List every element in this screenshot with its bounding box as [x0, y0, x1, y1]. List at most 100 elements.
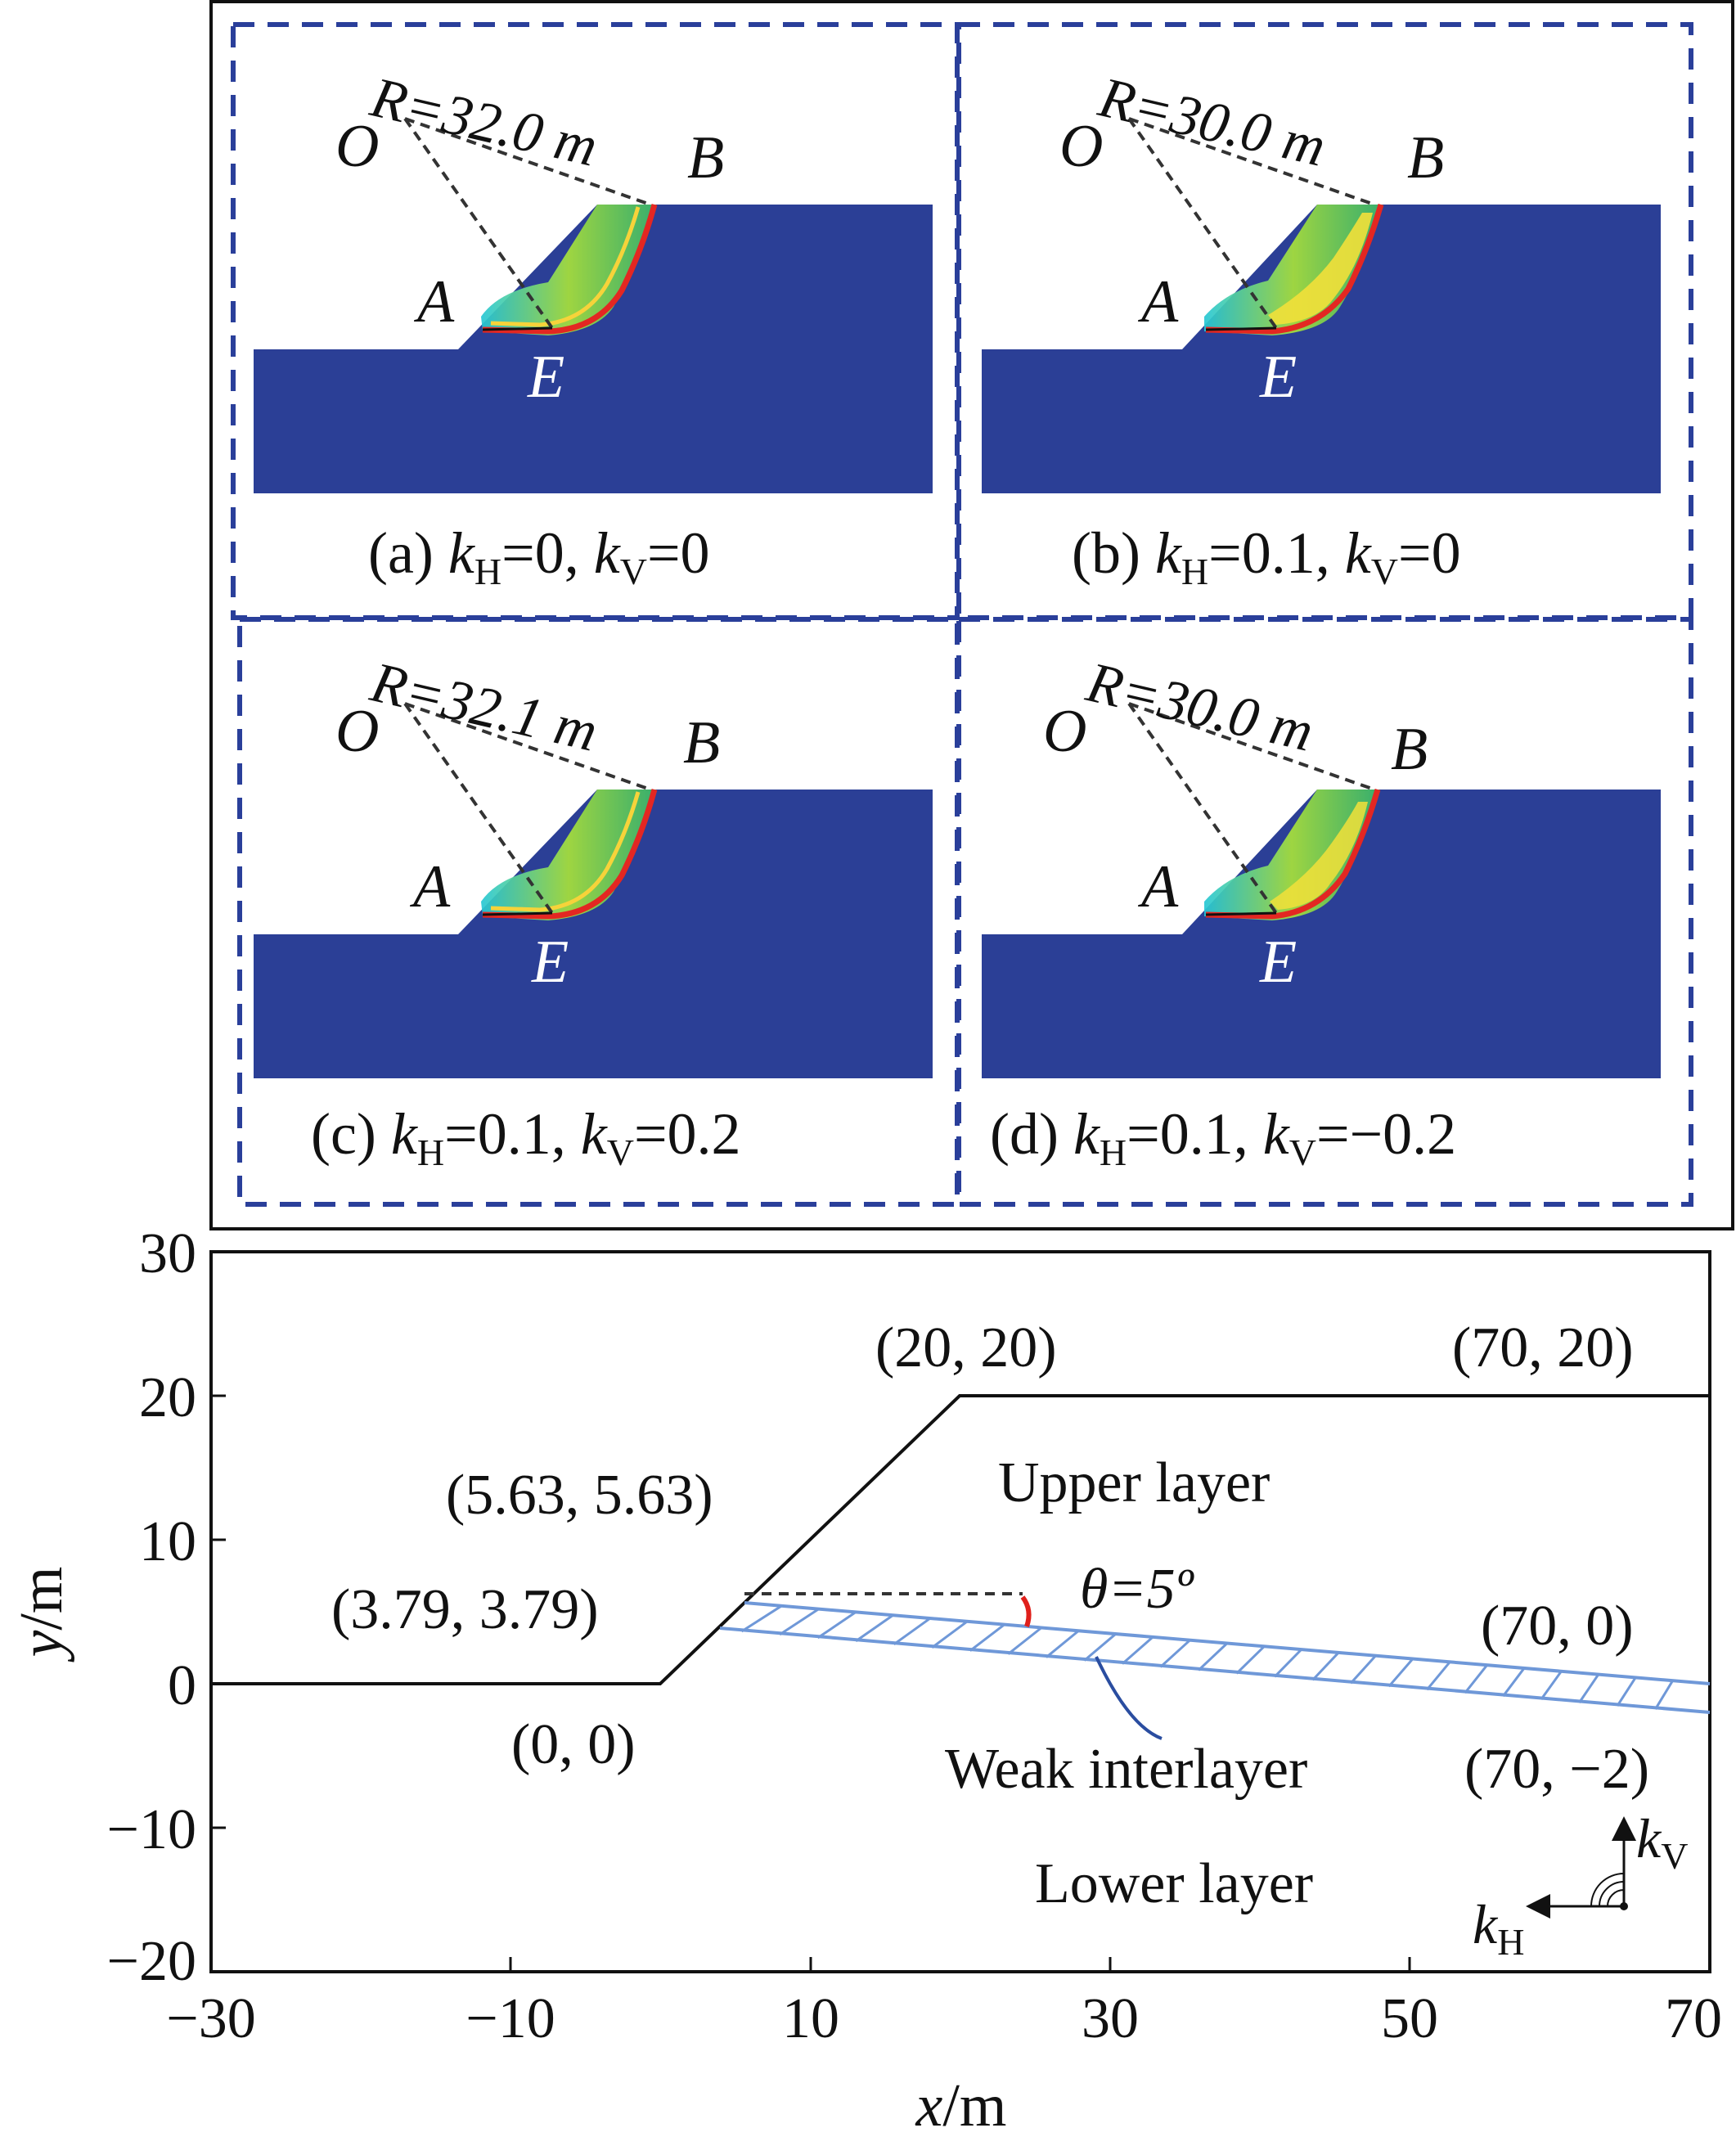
panel-a-border [231, 22, 960, 620]
weak-layer-bottom [719, 1626, 1711, 1714]
hatch-line [1235, 1645, 1266, 1675]
panel-b: R=30.0 m O B A E [982, 65, 1661, 493]
point-e-label: E [1259, 929, 1297, 996]
point-e-label: E [1259, 344, 1297, 411]
slip-surface [482, 789, 658, 920]
x-tick-label: 70 [1665, 1987, 1722, 2050]
x-tick-label: 50 [1381, 1987, 1438, 2050]
y-axis: 30 20 10 0 −10 −20 y/m [8, 1222, 226, 1993]
x-tick-label: −30 [166, 1987, 255, 2050]
hatch-line [1197, 1642, 1229, 1671]
panel-b-border [956, 22, 1693, 620]
hatch-line [779, 1608, 820, 1636]
y-tick-label: 0 [168, 1654, 196, 1717]
theta-label: θ=5º [1080, 1558, 1194, 1621]
point-b-label: B [1407, 124, 1444, 191]
slip-surface-inner [490, 206, 641, 327]
point-o-label: O [335, 113, 379, 180]
slip-surface [1205, 204, 1384, 335]
slope-profile [211, 1394, 1710, 1685]
point-b-label: B [1391, 716, 1428, 783]
y-tick-label: −10 [107, 1798, 196, 1861]
x-axis: −30 −10 10 30 50 70 x/m [166, 1957, 1722, 2137]
slope-model [254, 790, 933, 1078]
hatch-line [1502, 1667, 1526, 1698]
x-tick-label: 30 [1082, 1987, 1139, 2050]
point-b-label: B [683, 709, 720, 776]
slip-surface [482, 204, 658, 335]
hatch-line [893, 1617, 931, 1646]
hatch-line [1159, 1639, 1191, 1668]
radius-label: R=32.1 m [364, 650, 603, 763]
hatch-line [1464, 1664, 1488, 1694]
point-e-label: E [531, 929, 569, 996]
hatch-line [1387, 1658, 1414, 1688]
point-o-label: O [1059, 113, 1103, 180]
radius-line-ob [1128, 702, 1375, 791]
panel-c: R=32.1 m O B A E [254, 650, 933, 1078]
hatch-line [816, 1611, 857, 1640]
hatch-line [1654, 1680, 1674, 1710]
y-axis-label: y/m [8, 1567, 75, 1663]
upper-figure-frame [209, 0, 1734, 1230]
chord-ae [482, 911, 553, 916]
point-a-label: A [1137, 268, 1179, 335]
radius-line-ob [1128, 117, 1375, 206]
coord-label-0-0: (0, 0) [511, 1713, 636, 1776]
hatch-line [1540, 1670, 1563, 1701]
hatch-line [1616, 1676, 1637, 1707]
hatch-line [1121, 1635, 1154, 1665]
caption-d: (d) kH=0.1, kV=−0.2 [990, 1101, 1456, 1173]
radius-line-oe [1127, 702, 1278, 915]
geometry-diagram: 30 20 10 0 −10 −20 y/m −30 −10 10 30 50 … [8, 1222, 1722, 2137]
kh-label: kH [1473, 1893, 1524, 1963]
caption-c: (c) kH=0.1, kV=0.2 [311, 1101, 741, 1173]
x-tick-label: 10 [782, 1987, 839, 2050]
point-o-label: O [1043, 698, 1086, 765]
point-a-label: A [409, 853, 451, 920]
point-a-label: A [1137, 853, 1179, 920]
radius-label: R=30.0 m [1080, 650, 1319, 763]
x-tick-label: −10 [465, 1987, 555, 2050]
chord-ae [482, 326, 553, 331]
point-e-label: E [527, 344, 564, 411]
hatch-line [1311, 1651, 1340, 1681]
hatch-line [740, 1604, 783, 1633]
chord-ae [1205, 326, 1277, 331]
point-b-label: B [687, 124, 724, 191]
caption-b: (b) kH=0.1, kV=0 [1072, 520, 1461, 592]
coord-label-3.79: (3.79, 3.79) [331, 1578, 599, 1641]
kv-label: kV [1636, 1807, 1688, 1877]
weak-layer-hatching [740, 1604, 1674, 1710]
y-tick-label: 20 [139, 1366, 196, 1429]
failure-zone-core [1268, 213, 1373, 325]
x-axis-label: x/m [915, 2072, 1007, 2137]
radius-line-oe [1127, 117, 1278, 330]
hatch-line [931, 1620, 969, 1649]
coord-label-70-neg2: (70, −2) [1464, 1738, 1649, 1801]
hatch-line [1426, 1661, 1451, 1691]
radius-line-ob [404, 117, 651, 206]
y-tick-label: −20 [107, 1930, 196, 1993]
radius-line-ob [404, 702, 651, 791]
point-o-label: O [335, 698, 379, 765]
weak-interlayer-leader [1095, 1656, 1163, 1740]
plot-frame [209, 1250, 1711, 1973]
point-a-label: A [413, 268, 455, 335]
hatch-line [855, 1613, 894, 1643]
radius-label: R=30.0 m [1092, 65, 1331, 178]
slope-model [982, 790, 1661, 1078]
coord-label-70-0: (70, 0) [1481, 1595, 1634, 1658]
caption-a: (a) kH=0, kV=0 [368, 520, 710, 592]
lower-layer-label: Lower layer [1035, 1852, 1313, 1915]
slip-surface-inner [490, 791, 641, 912]
radius-line-oe [403, 117, 554, 330]
coord-label-20-20: (20, 20) [875, 1316, 1057, 1379]
radius-label: R=32.0 m [364, 65, 603, 178]
weak-interlayer-label: Weak interlayer [945, 1738, 1307, 1801]
angle-symbol [1590, 1873, 1625, 1907]
panel-d: R=30.0 m O B A E [982, 650, 1661, 1078]
y-tick-label: 10 [139, 1510, 196, 1573]
coord-label-5.63: (5.63, 5.63) [446, 1464, 713, 1527]
slope-model [254, 205, 933, 493]
